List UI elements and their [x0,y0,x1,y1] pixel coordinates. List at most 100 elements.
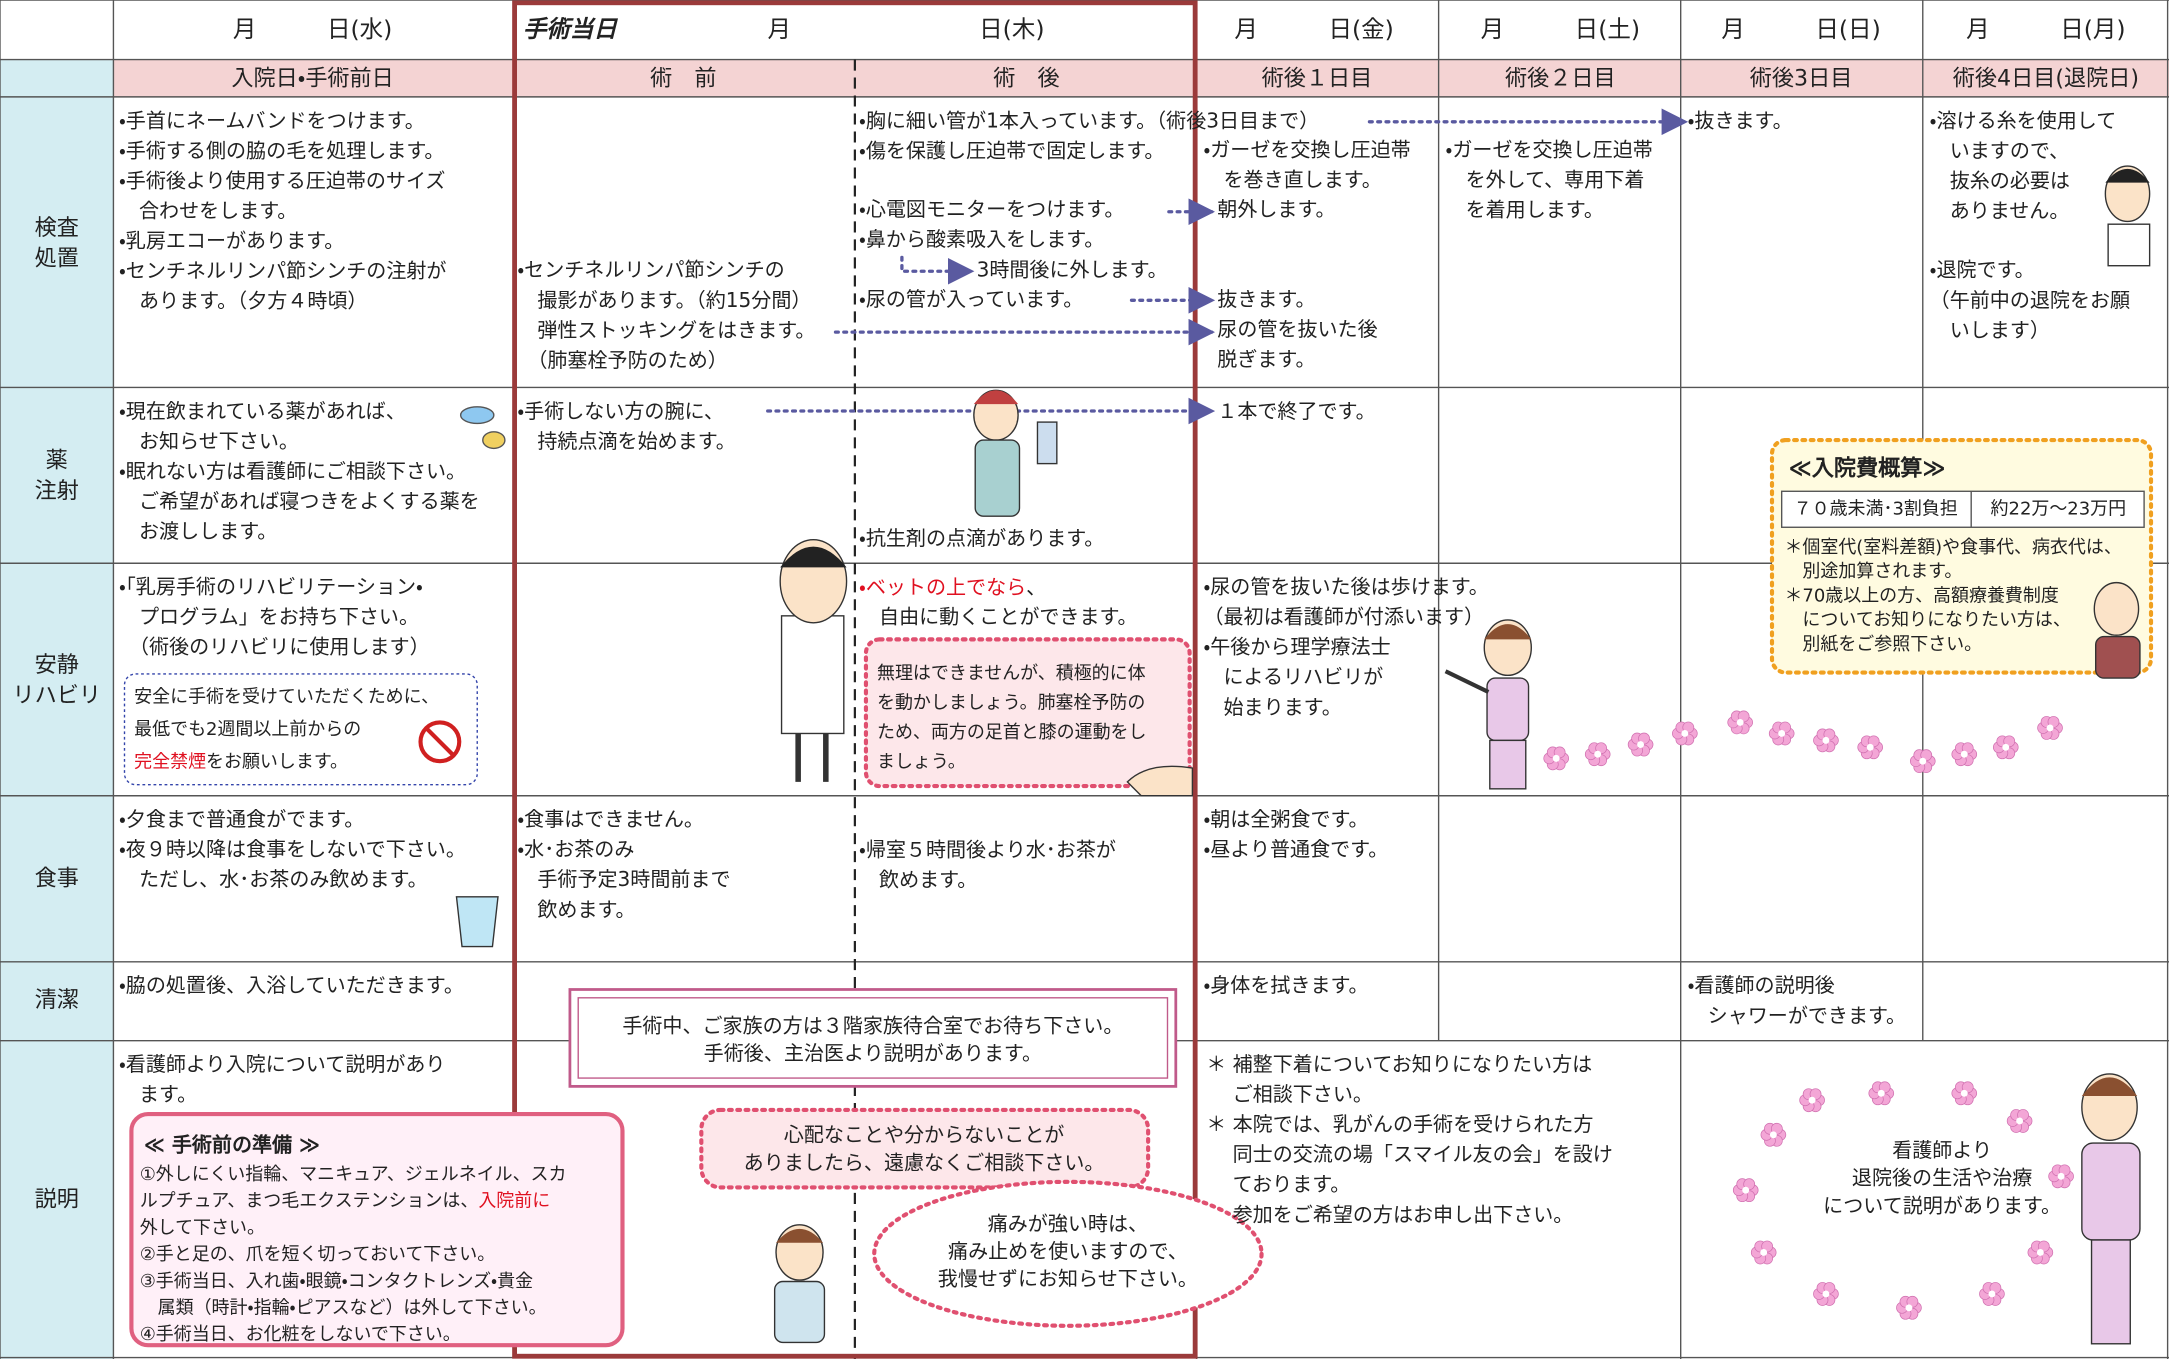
fee-table [1780,490,2145,528]
text-line: 尿の管を抜いた後 [1217,317,1377,341]
family-box-inner [577,997,1169,1079]
text-line: ご相談下さい。 [1206,1082,1373,1106]
text-line: ・抗生剤の点滴があります。 [859,526,1104,550]
flower [2037,716,2063,740]
flowers [1543,710,2074,1320]
preparation-box [129,1111,625,1348]
nurse-illustration [973,389,1058,517]
text-line: ③手術当日、入れ歯・眼鏡・コンタクトレンズ・貴金 [140,1271,533,1292]
text-line: お知らせ下さい。 [119,429,299,453]
text-line: ④手術当日、お化粧をしないで下さい。 [140,1324,461,1345]
text-line: 術 後 [993,65,1059,91]
flower-center [1742,1186,1750,1194]
text-line: ため、両方の足首と膝の運動をし [877,722,1146,743]
flower-center [1808,1096,1816,1104]
flower-center [1960,1089,1968,1097]
glass-icon [455,896,499,948]
gown [1486,677,1530,742]
text-line: ・水･お茶のみ [517,837,634,861]
flower [1732,1178,1759,1203]
text-line: （術後のリハビリに使用します） [119,635,430,659]
flower-center [1877,1089,1885,1097]
glass [455,896,499,948]
flower [1992,735,2019,760]
foot-icon [1126,765,1194,797]
text-line: ①外しにくい指輪、マニキュア、ジェルネイル、スカ [140,1164,567,1185]
foot [1126,765,1194,797]
text-line: ・溶ける糸を使用して [1930,108,2117,132]
discharge-nurse [2081,1073,2141,1345]
text-line: ≪入院費概算≫ [1789,456,1946,482]
flower [2048,1164,2074,1189]
flower [1909,749,1936,774]
legs [2090,1239,2131,1345]
flower-center [1760,1248,1768,1256]
text-line: 最低でも2週間以上前からの [134,719,361,740]
text-line: ＊ 本院では、乳がんの手術を受けられた方 [1206,1112,1593,1136]
text-line: 入院日・手術前日 [231,65,393,91]
text-line: 食事 [35,865,79,891]
text-line: 説明 [35,1186,79,1212]
text-line: 参加をご希望の方はお申し出下さい。 [1206,1202,1573,1226]
text-line: ②手と足の、爪を短く切っておいて下さい。 [140,1244,495,1265]
text-line: ・胸に細い管が1本入っています。（術後3日目まで） [859,108,1319,132]
text-line: 完全禁煙をお願いします。 [134,752,348,773]
text-line: ・乳房エコーがあります。 [119,228,344,252]
text-line: 脱ぎます。 [1217,347,1315,371]
patient-illustration [1444,619,1532,790]
text-line: ただし、水･お茶のみ飲めます。 [119,867,428,891]
text-line: ・ベットの上でなら、 [859,575,1046,599]
text-line: 手術当日 [523,15,619,43]
text-line: ・センチネルリンパ節シンチの [517,258,784,282]
text-line: 安静 [35,652,79,678]
arm [1444,669,1490,694]
text-line: 清潔 [35,987,79,1013]
text-line: ・手術後より使用する圧迫帯のサイズ [119,168,446,192]
text-line: ます。 [119,1082,197,1106]
text-line: 検査 [35,215,79,241]
text-line: ・朝は全粥食です。 [1203,807,1368,831]
pill [459,406,495,425]
flower-center [1637,741,1645,749]
text-line: ております。 [1206,1172,1350,1196]
flower-center [1552,754,1560,762]
hair [973,390,1019,405]
text-line: 安全に手術を受けていただくために、 [134,686,439,707]
fee-nurse [2093,581,2141,679]
text-line: を着用します。 [1446,197,1604,221]
text-line: 術後3日目 [1750,65,1853,91]
flower [1727,710,1753,735]
flower-center [1866,743,1874,751]
text-line: 飲めます。 [859,868,977,892]
text-line: 月 日(水) [233,15,392,43]
coat [780,615,845,735]
text-line: 自由に動くことができます。 [859,605,1138,629]
text-line: によるリハビリが [1203,665,1383,689]
text-line: 処置 [35,245,79,271]
flower [1799,1088,1825,1113]
text-line: ご希望があれば寝つきをよくする薬を [119,489,480,513]
text-line: ・帰室５時間後より水･お茶が [859,838,1116,862]
flower [1768,721,1795,746]
text-line: ・午後から理学療法士 [1203,635,1390,659]
flower-center [1681,730,1689,737]
text-line: 手術予定3時間前まで [517,867,730,891]
text-line: ＊ 補整下着についてお知りになりたい方は [1206,1052,1592,1076]
text-line: 薬 [46,447,68,473]
flower [1951,1081,1978,1106]
flower-center [2057,1172,2065,1180]
text-line: ましょう。 [877,751,966,772]
text-line: ルプチュア、まつ毛エクステンションは、入院前に [140,1191,551,1212]
text-line: 月 日(土) [1481,15,1640,43]
text-line: 術後２日目 [1505,65,1616,91]
flower-center [1736,718,1744,726]
text-line: ・ガーゼを交換し圧迫帯 [1203,137,1410,161]
text-line: （午前中の退院をお願 [1930,288,2130,312]
text-line: 別紙をご参照下さい。 [1784,634,1982,655]
flower [1627,732,1654,757]
flower-center [1822,736,1830,744]
text-line: 無理はできませんが、積極的に体 [877,663,1146,684]
text-line: ・脇の処置後、入浴していただきます。 [119,973,464,997]
